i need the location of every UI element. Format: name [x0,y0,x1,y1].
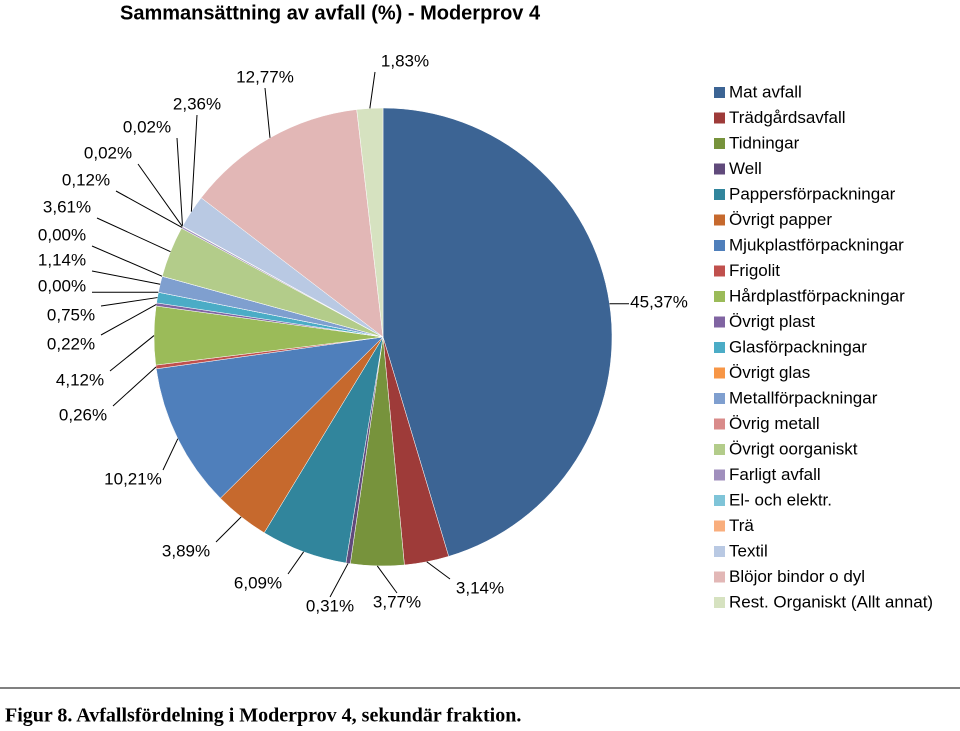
data-label: 0,31% [306,596,354,615]
data-label: 3,14% [456,578,504,597]
leader-line [91,245,163,277]
caption: Figur 8. Avfallsfördelning i Moderprov 4… [5,705,521,727]
legend-swatch [714,163,725,175]
data-label: 45,37% [630,292,688,311]
legend-swatch [714,189,725,200]
leader-line [264,87,271,138]
legend-label: Hårdplastförpackningar [729,286,905,305]
leader-line [287,551,305,575]
legend-swatch [714,520,725,532]
leader-line [115,190,183,228]
legend-swatch [714,469,725,481]
leader-line [176,137,184,227]
legend-label: Mjukplastförpackningar [729,235,904,254]
legend-label: Övrigt glas [729,363,810,382]
legend-swatch [714,138,725,149]
data-label: 0,75% [47,305,95,324]
chart-title: Sammansättning av avfall (%) - Moderprov… [120,2,541,24]
leader-line [329,563,349,598]
data-label: 0,00% [38,225,86,244]
leader-line [112,366,157,407]
legend-label: Trä [729,516,754,535]
leader-line [91,270,161,285]
legend-swatch [714,291,725,302]
legend-label: Farligt avfall [729,465,821,484]
data-label: 6,09% [234,573,282,592]
legend-label: Textil [729,541,768,560]
leader-line [96,217,171,253]
legend-swatch [714,393,725,404]
legend-swatch [714,546,725,557]
data-label: 10,21% [104,469,162,488]
legend-swatch [714,112,725,124]
legend-swatch [714,265,725,277]
data-label: 4,12% [56,370,104,389]
legend-swatch [714,367,725,379]
data-label: 0,02% [123,117,171,136]
leader-line [215,516,242,543]
legend-label: Rest. Organiskt (Allt annat) [729,592,933,611]
leader-line [100,297,158,307]
legend-swatch [714,444,725,455]
legend-label: Tidningar [729,133,800,152]
legend-label: Övrigt plast [729,312,815,331]
leader-line [109,335,155,372]
legend-swatch [714,342,725,353]
data-label: 12,77% [236,67,294,86]
pie-slice [382,107,613,557]
legend-swatch [714,571,725,583]
data-label: 0,00% [38,276,86,295]
data-label: 0,02% [84,143,132,162]
legend-label: Övrig metall [729,414,820,433]
legend-swatch [714,597,725,608]
legend-label: Övrigt papper [729,210,832,229]
data-label: 0,12% [62,170,110,189]
data-label: 3,89% [162,541,210,560]
leader-line [190,114,198,212]
legend-label: Pappersförpackningar [729,184,896,203]
legend-swatch [714,87,725,98]
legend-swatch [714,214,725,226]
legend-label: Mat avfall [729,82,802,101]
data-label: 0,26% [59,405,107,424]
leader-line [100,304,157,336]
legend-swatch [714,316,725,328]
legend-swatch [714,418,725,430]
data-label: 3,77% [373,592,421,611]
legend-swatch [714,495,725,506]
legend-label: Metallförpackningar [729,388,878,407]
data-label: 1,14% [38,250,86,269]
data-label: 0,22% [47,334,95,353]
legend-label: Frigolit [729,261,780,280]
data-label: 3,61% [43,197,91,216]
pie-slice [200,109,384,338]
leader-line [376,565,398,594]
legend-label: El- och elektr. [729,490,832,509]
leader-line [426,561,451,580]
leader-line [137,163,183,227]
legend-label: Övrigt oorganiskt [729,439,858,458]
legend-label: Blöjor bindor o dyl [729,567,865,586]
leader-line [369,71,376,109]
legend-swatch [714,240,725,251]
leader-line [162,438,179,471]
legend-label: Well [729,159,762,178]
data-label: 1,83% [381,51,429,70]
legend-label: Glasförpackningar [729,337,867,356]
legend-label: Trädgårdsavfall [729,108,846,127]
data-label: 2,36% [173,94,221,113]
